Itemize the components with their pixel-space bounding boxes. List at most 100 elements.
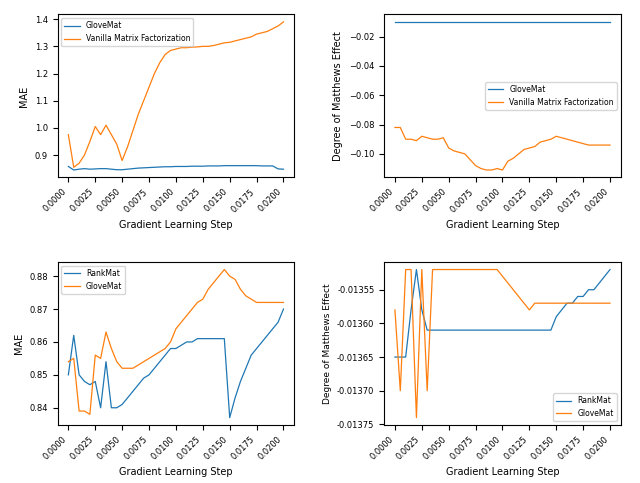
GloveMat xyxy=(242,163,250,169)
GloveMat xyxy=(97,355,104,361)
RankMat xyxy=(467,327,474,333)
GloveMat xyxy=(483,267,490,272)
GloveMat xyxy=(563,19,571,25)
RankMat xyxy=(434,327,442,333)
RankMat xyxy=(461,327,468,333)
Vanilla Matrix Factorization xyxy=(558,135,566,141)
Vanilla Matrix Factorization xyxy=(429,136,436,142)
Vanilla Matrix Factorization xyxy=(204,43,212,49)
Vanilla Matrix Factorization xyxy=(585,142,593,148)
GloveMat xyxy=(579,19,587,25)
GloveMat xyxy=(177,164,185,170)
GloveMat xyxy=(407,267,415,272)
GloveMat xyxy=(509,287,517,293)
GloveMat xyxy=(177,319,185,325)
Vanilla Matrix Factorization xyxy=(601,142,609,148)
Vanilla Matrix Factorization xyxy=(595,142,603,148)
GloveMat xyxy=(418,19,426,25)
GloveMat xyxy=(156,164,164,170)
GloveMat xyxy=(418,267,426,272)
Vanilla Matrix Factorization xyxy=(188,44,196,50)
RankMat xyxy=(275,319,282,325)
Vanilla Matrix Factorization xyxy=(590,142,598,148)
RankMat xyxy=(226,415,234,421)
GloveMat xyxy=(269,299,276,305)
RankMat xyxy=(429,327,436,333)
Vanilla Matrix Factorization xyxy=(504,158,512,164)
GloveMat xyxy=(145,355,153,361)
Vanilla Matrix Factorization xyxy=(574,139,582,145)
Vanilla Matrix Factorization xyxy=(145,84,153,90)
GloveMat xyxy=(493,19,501,25)
Vanilla Matrix Factorization xyxy=(547,136,555,142)
GloveMat xyxy=(525,19,533,25)
GloveMat xyxy=(275,299,282,305)
GloveMat xyxy=(590,300,598,306)
Vanilla Matrix Factorization xyxy=(258,30,266,36)
Vanilla Matrix Factorization xyxy=(413,138,420,143)
GloveMat xyxy=(150,164,158,170)
RankMat xyxy=(140,375,147,381)
Vanilla Matrix Factorization xyxy=(461,151,468,157)
Vanilla Matrix Factorization xyxy=(193,44,201,50)
Vanilla Matrix Factorization xyxy=(541,138,549,143)
Vanilla Matrix Factorization xyxy=(525,145,533,151)
Vanilla Matrix Factorization xyxy=(183,45,191,51)
GloveMat xyxy=(601,300,609,306)
GloveMat xyxy=(221,163,228,169)
GloveMat xyxy=(461,267,468,272)
GloveMat xyxy=(269,163,276,169)
GloveMat xyxy=(188,306,196,312)
GloveMat xyxy=(541,300,549,306)
GloveMat xyxy=(108,166,115,172)
Vanilla Matrix Factorization xyxy=(210,43,218,48)
Vanilla Matrix Factorization xyxy=(275,23,282,29)
GloveMat xyxy=(391,19,399,25)
Vanilla Matrix Factorization xyxy=(264,28,271,34)
GloveMat xyxy=(558,19,566,25)
Vanilla Matrix Factorization xyxy=(440,135,447,141)
RankMat xyxy=(210,336,218,341)
Vanilla Matrix Factorization xyxy=(552,133,560,139)
GloveMat xyxy=(253,163,260,169)
RankMat xyxy=(124,395,131,401)
Vanilla Matrix Factorization xyxy=(253,31,260,37)
RankMat xyxy=(488,327,495,333)
GloveMat xyxy=(97,166,104,171)
Vanilla Matrix Factorization xyxy=(402,136,410,142)
Line: Vanilla Matrix Factorization: Vanilla Matrix Factorization xyxy=(68,22,284,167)
Y-axis label: Degree of Matthews Effect: Degree of Matthews Effect xyxy=(323,283,332,404)
GloveMat xyxy=(81,408,88,414)
GloveMat xyxy=(531,300,539,306)
Vanilla Matrix Factorization xyxy=(150,71,158,76)
Vanilla Matrix Factorization xyxy=(520,146,528,152)
RankMat xyxy=(248,352,255,358)
RankMat xyxy=(413,267,420,272)
Vanilla Matrix Factorization xyxy=(423,135,431,141)
Vanilla Matrix Factorization xyxy=(445,145,452,151)
Legend: RankMat, GloveMat: RankMat, GloveMat xyxy=(61,266,125,294)
RankMat xyxy=(231,395,239,401)
RankMat xyxy=(396,354,404,360)
Vanilla Matrix Factorization xyxy=(467,157,474,163)
RankMat xyxy=(509,327,517,333)
Vanilla Matrix Factorization xyxy=(134,112,142,117)
GloveMat xyxy=(402,267,410,272)
RankMat xyxy=(558,307,566,313)
Vanilla Matrix Factorization xyxy=(237,37,244,43)
RankMat xyxy=(253,346,260,352)
RankMat xyxy=(391,354,399,360)
GloveMat xyxy=(472,267,479,272)
GloveMat xyxy=(226,163,234,169)
GloveMat xyxy=(493,267,501,272)
RankMat xyxy=(199,336,207,341)
RankMat xyxy=(183,339,191,345)
Vanilla Matrix Factorization xyxy=(269,26,276,31)
Vanilla Matrix Factorization xyxy=(86,139,93,144)
Vanilla Matrix Factorization xyxy=(161,52,169,57)
GloveMat xyxy=(113,167,120,172)
GloveMat xyxy=(124,166,131,172)
RankMat xyxy=(563,300,571,306)
Legend: GloveMat, Vanilla Matrix Factorization: GloveMat, Vanilla Matrix Factorization xyxy=(61,18,193,46)
Vanilla Matrix Factorization xyxy=(140,98,147,103)
